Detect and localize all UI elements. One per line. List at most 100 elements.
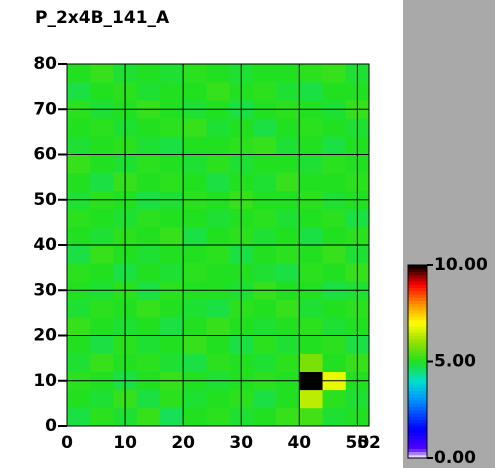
heat-cell [322,245,347,264]
x-tick-label: 10 [113,433,137,453]
heat-cell [206,154,230,173]
heat-cell [183,317,207,336]
heat-cell [136,118,161,137]
colorbar-step [408,454,427,459]
colorbar-step [408,274,427,279]
heat-cell [276,82,300,101]
heat-cell [159,245,184,264]
heat-cell [67,208,91,228]
colorbar-step [408,396,427,401]
heat-cell [299,64,323,83]
heat-cell [136,154,161,173]
heat-cell [252,263,277,282]
y-tick-label: 80 [33,54,57,74]
heat-cell [322,64,347,83]
heat-cell [206,208,230,228]
heat-cell [276,226,300,246]
heat-cell [90,407,114,427]
heat-cell [252,226,277,246]
heat-cell [299,172,323,191]
x-tick-label: 30 [229,433,253,453]
heat-cell [183,335,207,354]
heat-cell [276,299,300,318]
colorbar-step [408,329,427,334]
heat-cell [183,172,207,191]
heat-cell [67,389,91,409]
colorbar-step [408,290,427,295]
heat-cell [159,353,184,372]
heat-cell [276,317,300,336]
heat-cell [299,353,323,372]
colorbar-step [408,445,427,449]
heat-cell [136,263,161,282]
colorbar-step [408,326,427,330]
colorbar-step [408,403,427,408]
heat-cell [90,172,114,191]
colorbar-step [408,422,427,427]
heat-cell [67,64,91,83]
x-tick-label: 40 [287,433,311,453]
y-tick-label: 30 [33,280,57,300]
heat-cell [90,299,114,318]
colorbar-step [408,384,427,388]
heat-cell [322,172,347,191]
heat-cell [299,245,323,264]
heat-cell [183,245,207,264]
heat-cell [136,353,161,372]
colorbar-step [408,438,427,443]
heat-cell [206,317,230,336]
heat-cell [206,118,230,137]
heat-cell [252,317,277,336]
heat-cell [276,263,300,282]
colorbar-step [408,322,427,327]
heat-cell [299,389,323,409]
heat-cell [183,64,207,83]
heat-cell [276,245,300,264]
heat-cell [322,208,347,228]
heat-cell [67,317,91,336]
colorbar-step [408,265,427,269]
heat-cell [159,64,184,83]
heat-cell [252,353,277,372]
heat-cell [90,353,114,372]
heat-cell [159,407,184,427]
heat-cell [299,154,323,173]
y-tick-label: 60 [33,145,57,165]
heat-cell [206,64,230,83]
heat-cell [206,172,230,191]
heat-cell [206,299,230,318]
x-tick-label: 50 [346,433,370,453]
heat-cell [90,389,114,409]
heat-cell [159,389,184,409]
heat-cell [136,136,161,155]
heat-cell [276,389,300,409]
heat-cell [159,208,184,228]
heat-cell [136,335,161,354]
heat-cell [90,245,114,264]
colorbar-step [408,297,427,301]
heat-cell [299,226,323,246]
heat-cell [183,389,207,409]
heat-cell [276,154,300,173]
colorbar-step [408,400,427,404]
heat-cell [299,263,323,282]
heat-cell [299,317,323,336]
heat-cell [299,335,323,354]
colorbar-step [408,332,427,337]
heat-cell [159,154,184,173]
heat-cell [67,82,91,101]
heat-cell [322,118,347,137]
heat-cell [206,82,230,101]
heat-cell [136,299,161,318]
heat-cell [276,64,300,83]
heat-cell [322,335,347,354]
y-tick-label: 50 [33,190,57,210]
heat-cell [206,335,230,354]
heat-cell [206,389,230,409]
heat-cell [90,118,114,137]
colorbar-step [408,387,427,391]
heat-cell [67,335,91,354]
colorbar-step [408,435,427,440]
heat-cell [67,299,91,318]
